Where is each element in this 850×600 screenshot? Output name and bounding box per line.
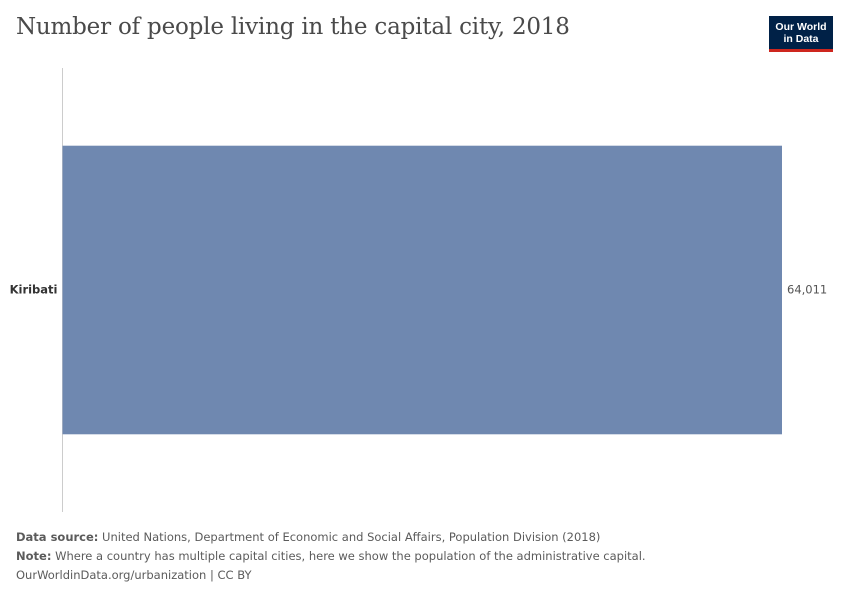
bar-kiribati[interactable]	[62, 145, 783, 435]
logo-line-1: Our World	[775, 20, 827, 33]
value-label: 64,011	[787, 283, 827, 297]
logo-line-2: in Data	[783, 32, 819, 45]
chart-title: Number of people living in the capital c…	[16, 14, 570, 40]
chart-footer: Data source: United Nations, Department …	[16, 528, 836, 585]
bar-chart: Kiribati 64,011	[10, 68, 827, 512]
category-label: Kiribati	[10, 283, 58, 297]
source-line: Data source: United Nations, Department …	[16, 528, 836, 547]
source-text: United Nations, Department of Economic a…	[102, 530, 601, 544]
url-line[interactable]: OurWorldinData.org/urbanization | CC BY	[16, 566, 836, 585]
source-label: Data source:	[16, 530, 99, 544]
source-url-link[interactable]: OurWorldinData.org/urbanization | CC BY	[16, 568, 252, 582]
owid-logo[interactable]: Our World in Data	[769, 16, 833, 52]
note-text: Where a country has multiple capital cit…	[55, 549, 646, 563]
note-label: Note:	[16, 549, 52, 563]
bar-group: Kiribati 64,011	[10, 145, 827, 435]
note-line: Note: Where a country has multiple capit…	[16, 547, 836, 566]
